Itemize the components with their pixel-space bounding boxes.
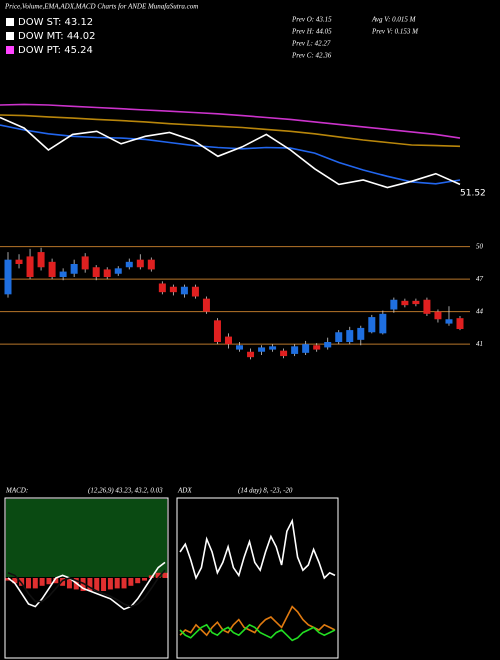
candle-body [202,298,210,312]
candle-body [103,269,111,277]
histogram-bar [19,578,25,586]
adx-panel [176,497,339,659]
candle-body [401,300,409,306]
candle-body [302,344,310,353]
histogram-bar [60,578,66,586]
candle-body [423,299,431,314]
candle-body [81,256,89,270]
histogram-bar [87,578,93,591]
histogram-bar [142,578,148,581]
candle-body [4,259,12,295]
histogram-bar [5,578,11,581]
histogram-bar [32,578,38,589]
candle-body [280,350,288,357]
candle-body [224,336,232,345]
adx-subtitle: (14 day) 8, -23, -20 [238,487,293,495]
candle-body [213,320,221,342]
candle-body [169,286,177,293]
histogram-bar [107,578,113,590]
legend-label: DOW MT: 44.02 [18,31,95,42]
line-series [7,561,166,611]
candle-body [313,345,321,350]
candle-body [70,264,78,274]
histogram-bar [66,578,72,589]
line-series [0,116,461,189]
line-series [179,605,336,637]
macd-title: MACD: [5,487,28,495]
y-tick-label: 44 [476,307,484,315]
candle-body [269,346,277,350]
candle-body [147,259,155,270]
candle-body [434,311,442,320]
line-series [0,114,461,148]
candle-body [59,271,67,277]
histogram-bar [128,578,134,586]
candle-body [456,318,464,329]
histogram-bar [25,578,31,589]
legend-swatch [6,32,14,40]
panel-background [6,499,167,577]
candle-body [346,330,354,342]
histogram-bar [46,578,52,585]
info-text: Prev C: 42.36 [291,52,332,60]
candle-body [191,286,199,297]
legend-label: DOW PT: 45.24 [18,45,93,56]
candle-body [180,286,188,295]
line-series [7,569,166,608]
y-tick-label: 47 [476,275,484,283]
legend-swatch [6,18,14,26]
histogram-bar [114,578,120,589]
candle-body [158,283,166,293]
histogram-bar [155,572,161,578]
histogram-bar [39,578,45,586]
candle-body [136,259,144,268]
histogram-bar [12,578,18,584]
legend-swatch [6,46,14,54]
histogram-bar [162,572,168,578]
histogram-bar [121,578,127,589]
candle-body [445,319,453,324]
candle-body [258,347,266,352]
histogram-bar [53,578,59,584]
info-text: Prev V: 0.153 M [371,28,419,36]
candle-body [379,313,387,334]
candle-body [125,261,133,268]
candle-body [37,252,45,268]
histogram-bar [101,578,107,591]
histogram-bar [135,578,141,584]
adx-title: ADX [177,487,192,495]
info-text: Prev H: 44.05 [291,28,332,36]
price-annotation: 51.52 [460,189,486,199]
histogram-bar [94,578,100,591]
line-series [179,518,336,581]
macd-subtitle: (12,26,9) 43.23, 43.2, 0.03 [88,487,163,495]
candle-body [357,327,365,340]
info-text: Avg V: 0.015 M [371,16,417,24]
candle-body [114,268,122,274]
candle-body [92,267,100,277]
line-series [0,103,461,139]
info-text: Prev O: 43.15 [291,16,332,24]
candle-body [291,346,299,354]
candle-body [335,332,343,342]
candle-body [412,300,420,305]
info-text: Prev L: 42.27 [291,40,331,48]
candle-body [324,342,332,348]
candle-body [236,345,244,350]
y-tick-label: 41 [476,340,483,348]
line-series [0,124,461,185]
chart-title: Price,Volume,EMA,ADX,MACD Charts for AND… [4,3,198,11]
candle-body [48,261,56,277]
line-series [179,623,336,642]
candle-body [26,256,34,277]
histogram-bar [80,578,86,591]
candle-body [390,299,398,310]
candle-body [247,351,255,358]
candle-body [368,317,376,333]
candle-body [15,259,23,264]
y-tick-label: 50 [476,242,484,250]
legend-label: DOW ST: 43.12 [18,17,93,28]
